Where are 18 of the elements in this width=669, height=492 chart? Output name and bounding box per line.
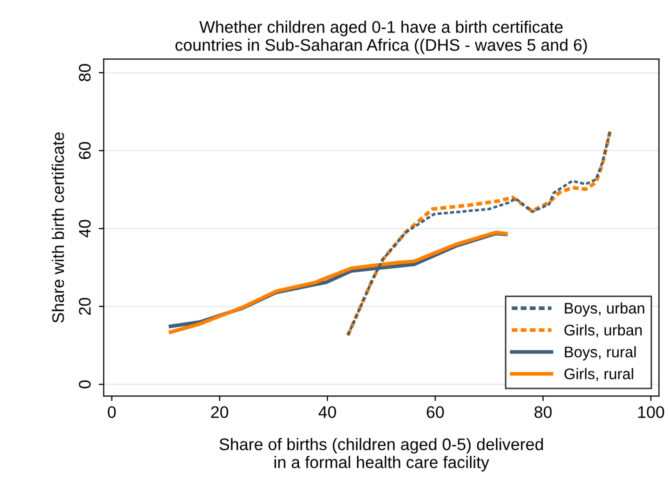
x-tick-label: 20: [211, 406, 228, 418]
x-tick-label: 60: [426, 406, 444, 418]
y-tick-label: 20: [78, 298, 91, 315]
y-tick-label: 60: [78, 142, 91, 160]
y-tick-label: 40: [78, 220, 91, 238]
x-tick-label: 80: [534, 406, 552, 418]
legend-label: Girls, rural: [564, 368, 634, 382]
x-tick-label: 40: [318, 406, 336, 418]
chart-title: Whether children aged 0-1 have a birth certificate countries in Sub-Saharan Africa ((DHS - waves 5 and 6): [175, 20, 587, 54]
x-axis-title: Share of births (children aged 0-5) delivered in a formal health care facility: [220, 438, 543, 472]
y-tick-label: 0: [78, 380, 91, 388]
x-tick-label: 100: [638, 406, 664, 418]
x-tick-label: 0: [108, 406, 116, 418]
legend-label: Girls, urban: [564, 324, 642, 338]
legend-label: Boys, urban: [564, 302, 644, 317]
y-axis-title: Share with birth certificate: [52, 132, 64, 323]
y-tick-label: 80: [78, 64, 91, 82]
legend-label: Boys, rural: [564, 346, 636, 360]
